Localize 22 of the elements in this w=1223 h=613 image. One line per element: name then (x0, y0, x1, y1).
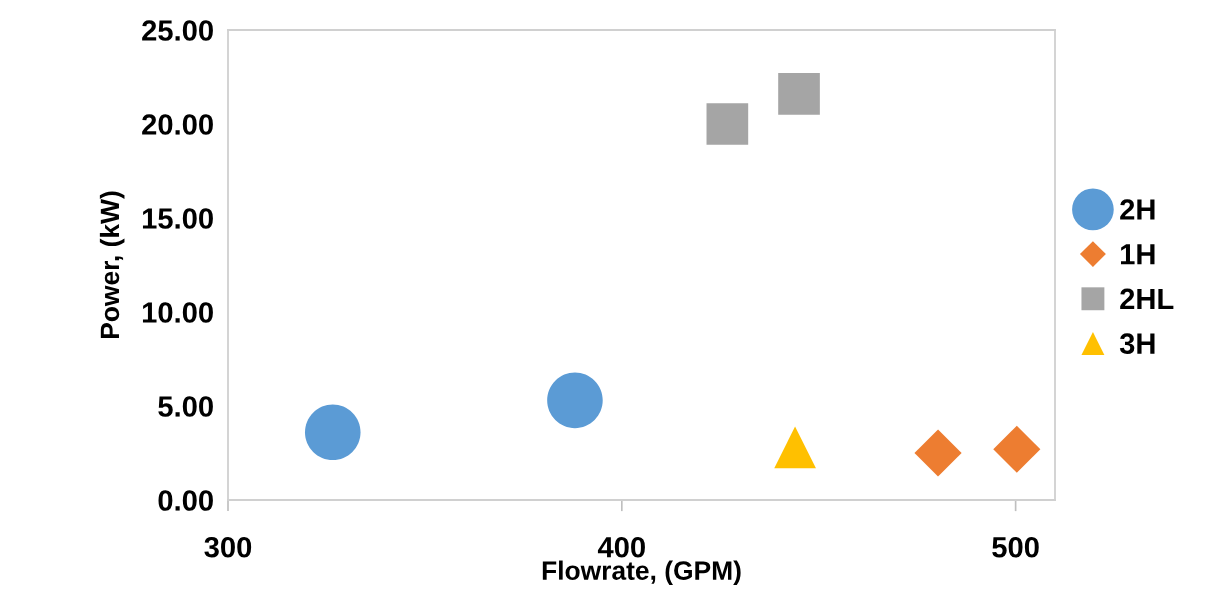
y-tick-label: 0.00 (158, 490, 213, 511)
y-axis-title: Power, (kW) (99, 191, 125, 339)
y-tick-label: 25.00 (142, 20, 213, 41)
point (774, 426, 816, 469)
x-tick-label: 500 (992, 536, 1039, 558)
point (914, 429, 962, 477)
point (993, 425, 1041, 473)
point (706, 103, 749, 145)
x-axis-title: Flowrate, (GPM) (542, 560, 741, 586)
y-tick-label: 20.00 (142, 114, 213, 135)
legend-label: 1H (1121, 244, 1155, 265)
y-tick-label: 15.00 (142, 208, 213, 229)
legend-label: 2H (1120, 199, 1155, 220)
y-tick-label: 5.00 (158, 396, 213, 417)
x-tick-label: 400 (597, 536, 645, 558)
legend-label: 2HL (1120, 288, 1174, 309)
x-tick-label: 300 (204, 536, 252, 558)
point (304, 404, 361, 461)
y-tick-label: 10.00 (142, 302, 213, 323)
legend-label: 3H (1119, 333, 1155, 354)
point (547, 372, 603, 429)
point (778, 73, 820, 115)
